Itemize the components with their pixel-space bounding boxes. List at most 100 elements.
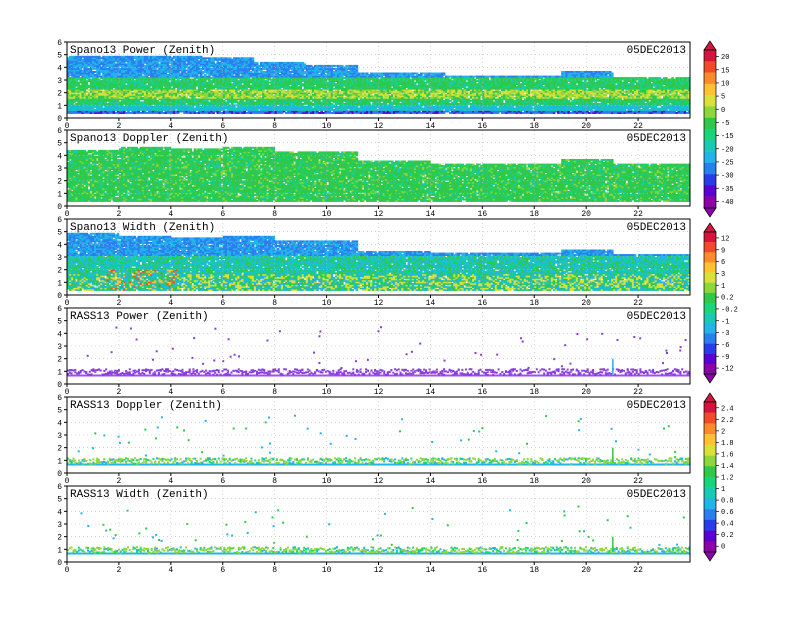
data-cell: [183, 66, 186, 69]
data-cell: [145, 61, 149, 64]
data-cell: [110, 92, 114, 95]
data-cell: [114, 84, 118, 87]
data-cell: [143, 68, 147, 70]
data-cell: [108, 112, 111, 114]
data-cell: [303, 64, 307, 67]
data-cell: [202, 101, 205, 104]
data-cell: [179, 77, 182, 80]
data-cell: [210, 98, 213, 101]
data-cell: [87, 74, 91, 76]
data-cell: [297, 71, 300, 73]
data-cell: [270, 106, 273, 108]
data-cell: [274, 110, 278, 113]
data-cell: [160, 55, 163, 58]
data-cell: [241, 60, 244, 63]
data-cell: [247, 71, 251, 73]
data-cell: [108, 57, 111, 60]
data-cell: [106, 95, 109, 98]
data-cell: [73, 77, 76, 80]
data-cell: [158, 107, 161, 110]
data-cell: [218, 112, 222, 114]
data-cell: [287, 81, 290, 84]
data-cell: [94, 89, 97, 92]
data-cell: [166, 109, 170, 111]
data-cell: [256, 77, 259, 80]
data-cell: [204, 58, 207, 61]
data-cell: [274, 86, 278, 89]
data-cell: [158, 102, 161, 105]
data-cell: [114, 80, 118, 83]
data-cell: [256, 104, 259, 107]
data-cell: [166, 102, 170, 105]
data-cell: [226, 63, 230, 66]
data-cell: [251, 98, 255, 101]
data-cell: [91, 101, 95, 104]
data-cell: [189, 78, 192, 81]
data-cell: [239, 63, 242, 66]
data-cell: [83, 83, 87, 86]
data-cell: [69, 89, 72, 92]
data-cell: [187, 61, 190, 64]
data-cell: [179, 102, 182, 105]
data-cell: [150, 83, 153, 86]
data-cell: [154, 78, 157, 81]
data-cell: [206, 89, 209, 92]
data-cell: [69, 106, 72, 108]
data-cell: [96, 101, 99, 104]
data-cell: [158, 93, 161, 96]
data-cell: [224, 78, 228, 81]
data-cell: [150, 102, 153, 105]
data-cell: [98, 106, 101, 108]
data-cell: [123, 63, 126, 66]
data-cell: [231, 75, 234, 78]
data-cell: [67, 68, 70, 70]
data-cell: [164, 107, 168, 110]
data-cell: [104, 106, 107, 108]
data-cell: [100, 75, 103, 78]
data-cell: [96, 92, 99, 95]
data-cell: [89, 99, 93, 102]
data-cell: [145, 64, 149, 67]
data-cell: [285, 63, 288, 66]
data-cell: [303, 72, 307, 75]
data-cell: [303, 110, 307, 113]
data-cell: [73, 110, 76, 113]
data-cell: [87, 106, 91, 108]
data-cell: [143, 80, 147, 83]
data-cell: [133, 72, 136, 75]
data-cell: [222, 63, 226, 66]
data-cell: [283, 83, 286, 86]
data-cell: [162, 71, 165, 73]
data-cell: [137, 64, 141, 67]
data-cell: [179, 90, 182, 93]
data-cell: [218, 109, 222, 111]
data-cell: [73, 68, 76, 70]
data-cell: [114, 98, 118, 101]
data-cell: [67, 102, 70, 105]
data-cell: [299, 110, 303, 113]
data-cell: [235, 93, 238, 96]
data-cell: [154, 112, 157, 114]
data-cell: [75, 78, 78, 81]
data-cell: [195, 69, 199, 72]
data-cell: [266, 99, 269, 102]
data-cell: [287, 66, 290, 69]
data-cell: [168, 55, 172, 58]
data-cell: [96, 74, 99, 76]
data-cell: [212, 96, 215, 99]
data-cell: [83, 110, 87, 113]
data-cell: [164, 99, 168, 102]
data-cell: [102, 92, 105, 95]
data-cell: [264, 87, 267, 90]
data-cell: [220, 81, 224, 84]
data-cell: [75, 81, 78, 84]
data-cell: [278, 61, 282, 64]
data-cell: [145, 81, 149, 84]
data-cell: [108, 68, 111, 70]
data-cell: [266, 68, 269, 70]
data-cell: [75, 64, 78, 67]
data-cell: [266, 71, 269, 73]
data-cell: [251, 87, 255, 90]
data-cell: [283, 69, 286, 72]
data-cell: [71, 87, 74, 90]
